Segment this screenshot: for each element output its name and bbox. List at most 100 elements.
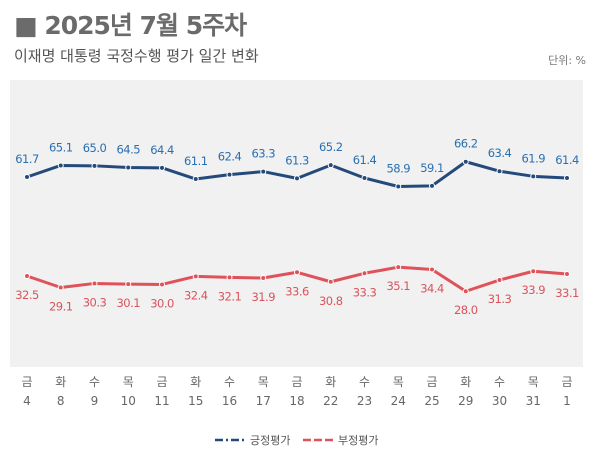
unit-label: 단위: % [548,54,586,67]
data-point [192,176,199,183]
data-point [361,270,368,277]
x-tick-date: 11 [154,394,169,408]
x-tick-date: 31 [526,394,541,408]
data-point [564,270,570,277]
data-label: 33.3 [353,285,377,299]
data-point [294,269,300,276]
data-label: 32.1 [218,289,242,303]
x-tick-day: 목 [393,375,404,389]
x-tick-day: 수 [224,375,235,389]
data-label: 66.2 [454,137,478,151]
data-point [192,273,199,280]
x-tick-day: 금 [156,375,167,389]
data-point [496,168,503,175]
data-point [361,175,368,182]
data-label: 35.1 [386,279,410,293]
x-tick-date: 24 [391,394,406,408]
x-tick-day: 화 [325,375,336,389]
data-point [226,171,233,178]
x-tick-day: 금 [561,375,572,389]
x-tick-date: 10 [121,394,136,408]
x-tick-day: 수 [89,375,100,389]
data-label: 32.4 [184,288,208,302]
x-tick-day: 수 [494,375,505,389]
data-label: 61.4 [555,153,579,167]
data-label: 62.4 [218,150,242,164]
x-tick-day: 수 [359,375,370,389]
x-tick-day: 목 [258,375,269,389]
x-tick-day: 금 [21,375,32,389]
data-label: 30.0 [150,296,174,310]
data-label: 65.0 [83,141,107,155]
data-point [462,288,469,295]
x-tick-date: 29 [458,394,473,408]
data-label: 61.7 [15,152,39,166]
data-point [462,158,469,165]
x-tick-day: 금 [426,375,437,389]
data-label: 30.3 [83,295,107,309]
data-label: 64.4 [150,143,174,157]
data-point [496,277,503,284]
data-label: 31.3 [488,292,512,306]
data-label: 32.5 [15,288,39,302]
data-label: 65.1 [49,140,73,154]
x-tick-day: 화 [190,375,201,389]
data-point [91,162,98,169]
x-tick-date: 23 [357,394,372,408]
data-label: 33.6 [285,284,309,298]
data-point [530,173,537,180]
data-point [125,164,132,171]
data-point [429,266,435,273]
data-label: 30.8 [319,294,343,308]
data-label: 33.1 [555,286,579,300]
data-label: 65.2 [319,140,343,154]
plot-area [10,80,583,367]
x-tick-date: 16 [222,394,237,408]
page-title: ■ 2025년 7월 5주차 [14,11,247,40]
data-point [91,280,98,287]
data-point [57,284,64,291]
data-label: 61.3 [285,153,309,167]
data-label: 33.9 [521,283,545,297]
x-tick-date: 18 [289,394,304,408]
data-point [429,182,435,189]
data-point [395,264,402,271]
x-tick-day: 금 [291,375,302,389]
data-point [260,275,267,282]
legend-label: 부정평가 [338,434,378,447]
x-tick-day: 화 [55,375,66,389]
data-point [327,278,334,285]
data-label: 28.0 [454,303,478,317]
data-label: 58.9 [386,161,410,175]
x-tick-date: 4 [23,394,31,408]
x-tick-date: 30 [492,394,507,408]
data-label: 59.1 [420,161,444,175]
data-point [125,281,132,288]
data-point [159,281,165,288]
data-label: 61.4 [353,153,377,167]
data-point [24,272,30,279]
x-tick-date: 17 [256,394,271,408]
data-label: 29.1 [49,300,73,314]
data-point [159,164,165,171]
data-label: 64.5 [116,143,140,157]
data-label: 30.1 [116,296,140,310]
x-tick-date: 15 [188,394,203,408]
data-label: 61.9 [521,151,545,165]
x-tick-day: 목 [528,375,539,389]
data-point [226,274,233,281]
x-tick-day: 목 [123,375,134,389]
data-label: 61.1 [184,154,208,168]
data-point [294,175,300,182]
x-tick-date: 9 [91,394,99,408]
data-point [327,162,334,169]
x-tick-date: 1 [563,394,571,408]
x-tick-date: 22 [323,394,338,408]
chart-subtitle: 이재명 대통령 국정수행 평가 일간 변화 [14,47,259,65]
data-label: 63.4 [488,146,512,160]
data-point [260,168,267,175]
x-tick-date: 8 [57,394,65,408]
data-point [564,175,570,182]
data-point [395,183,402,190]
data-point [24,174,30,180]
